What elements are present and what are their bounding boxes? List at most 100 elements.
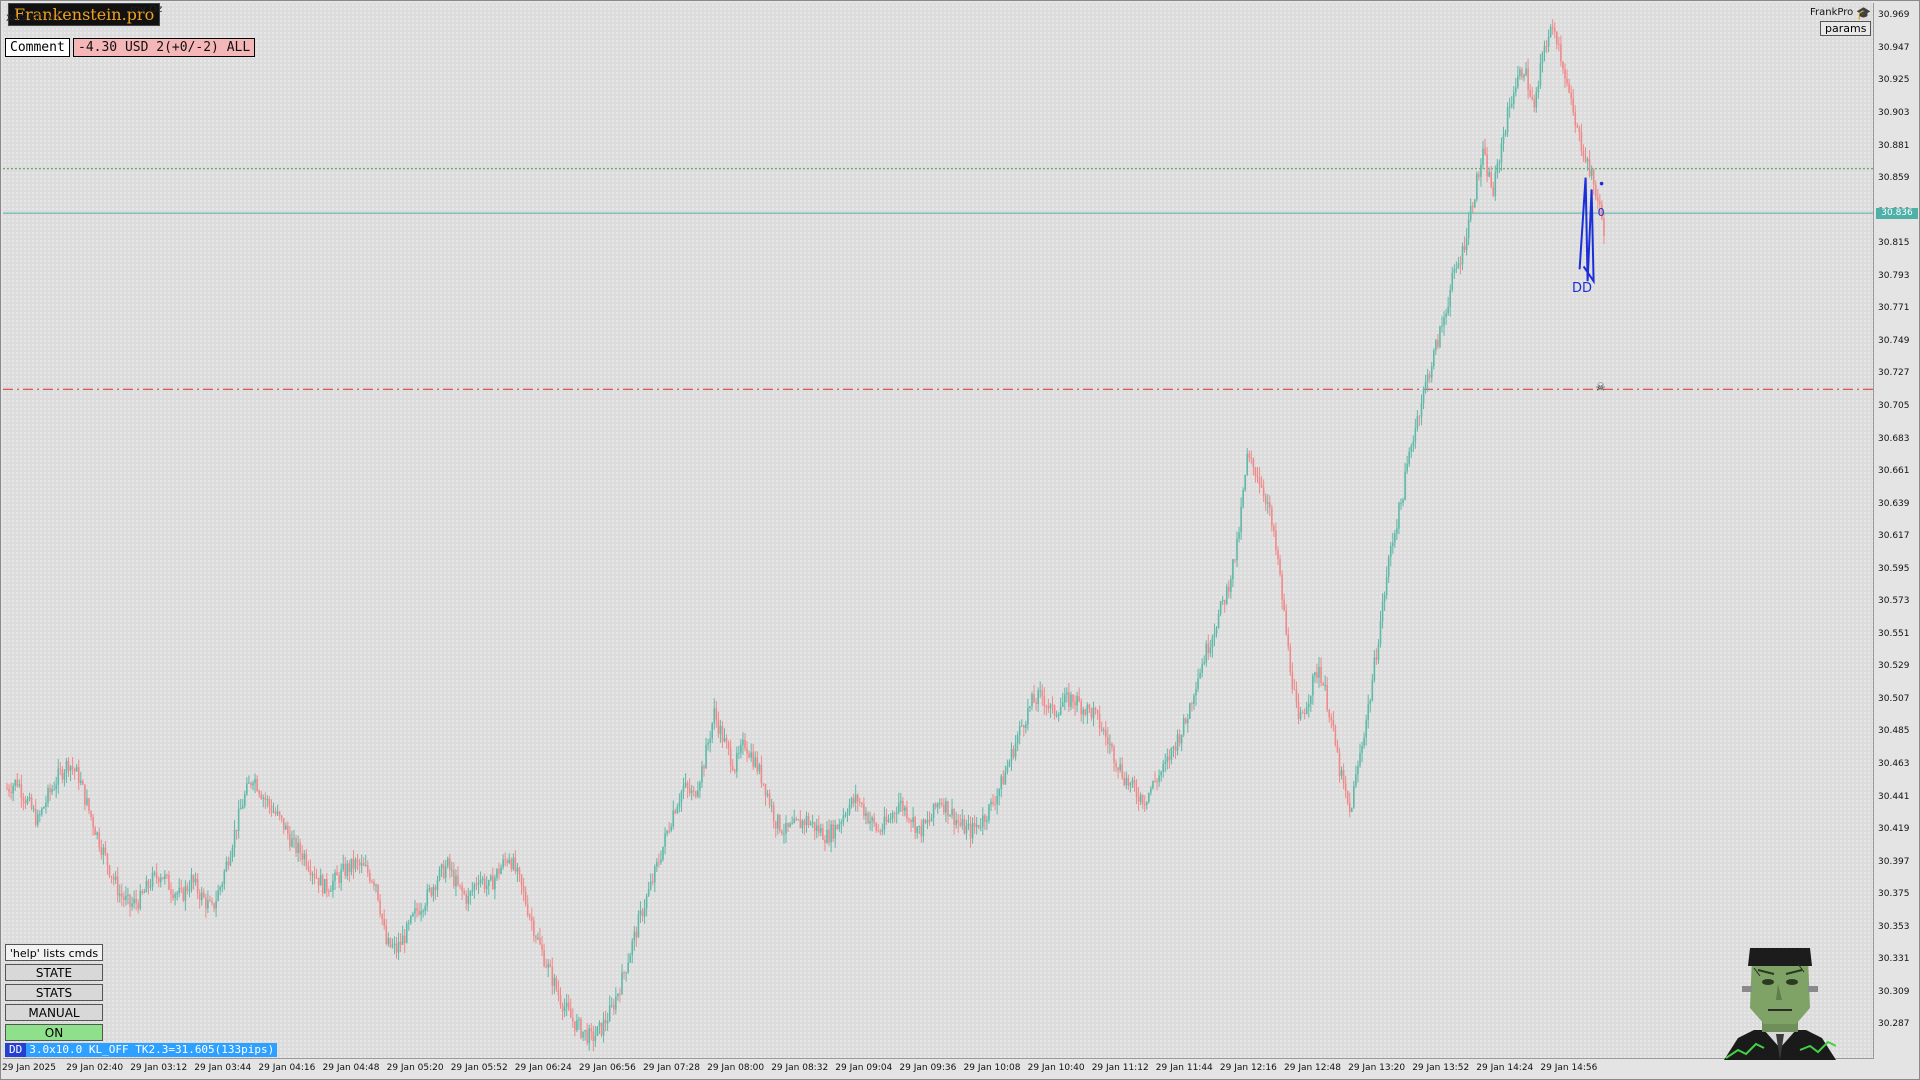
price-tick-label: 30.485 [1878, 726, 1910, 737]
time-tick-label: 29 Jan 14:56 [1540, 1063, 1598, 1073]
price-tick-label: 30.617 [1878, 531, 1910, 542]
candle-body [215, 900, 217, 909]
candle-body [192, 875, 195, 883]
candle-body [1430, 366, 1433, 378]
candle-body [746, 748, 748, 754]
candle-body [555, 977, 558, 990]
candle-body [96, 832, 98, 836]
candle-body [1560, 44, 1562, 62]
candle-body [856, 794, 859, 802]
candle-body [1107, 736, 1109, 745]
candle-body [1066, 692, 1068, 695]
manual-button[interactable]: MANUAL [5, 1004, 103, 1021]
candle-body [1176, 734, 1179, 751]
candle-body [662, 846, 664, 860]
price-tick-label: 30.309 [1878, 986, 1910, 997]
candle-body [118, 893, 121, 896]
time-tick-label: 29 Jan 03:12 [130, 1063, 188, 1073]
candle-body [930, 817, 933, 822]
candle-body [449, 858, 451, 870]
params-button[interactable]: params [1820, 21, 1872, 36]
candle-body [252, 783, 254, 786]
pnl-summary: -4.30 USD 2(+0/-2) ALL [73, 38, 256, 57]
candle-body [1459, 263, 1462, 265]
candle-body [1139, 794, 1142, 802]
candle-body [211, 900, 213, 904]
candle-body [63, 773, 66, 780]
price-tick-label: 30.859 [1878, 173, 1910, 184]
candle-body [1115, 762, 1117, 768]
candle-body [633, 931, 636, 941]
candle-body [1506, 107, 1509, 133]
candle-body [1543, 46, 1546, 53]
candle-body [1566, 78, 1568, 84]
candle-body [516, 867, 519, 872]
time-tick-label: 29 Jan 2025 [2, 1063, 56, 1073]
candle-body [686, 783, 689, 789]
candle-body [1437, 340, 1439, 347]
candle-body [863, 804, 865, 816]
candle-body [660, 859, 662, 863]
candle-body [1447, 306, 1449, 314]
candle-body [225, 861, 228, 872]
chart-area[interactable]: 0 ☠ [3, 3, 1874, 1059]
candle-body [1463, 246, 1466, 251]
candle-body [1125, 777, 1128, 786]
candle-body [381, 913, 383, 920]
candle-body [637, 915, 640, 938]
candle-body [887, 819, 890, 822]
candle-body [963, 819, 966, 834]
candle-body [1271, 508, 1273, 527]
candle-body [543, 950, 545, 967]
candle-body [264, 797, 267, 800]
price-tick-label: 30.419 [1878, 824, 1910, 835]
candle-body [982, 815, 984, 828]
candle-body [949, 815, 951, 817]
candle-body [834, 824, 836, 839]
on-toggle-button[interactable]: ON [5, 1024, 103, 1041]
candle-body [373, 881, 375, 886]
candle-body [1453, 269, 1456, 273]
candle-body [1160, 771, 1162, 776]
candle-body [787, 822, 789, 827]
candle-body [1435, 340, 1437, 351]
candle-body [114, 876, 117, 880]
candle-body [537, 937, 539, 939]
stats-button[interactable]: STATS [5, 984, 103, 1001]
candle-body [754, 757, 757, 767]
candle-body [16, 779, 19, 787]
candle-body [801, 820, 804, 829]
candle-body [891, 813, 894, 819]
candle-body [848, 804, 851, 814]
candle-body [1273, 526, 1275, 531]
candle-body [1592, 169, 1595, 185]
candle-body [457, 875, 459, 885]
candle-body [1590, 169, 1593, 177]
candle-body [47, 788, 49, 803]
candle-body [293, 838, 295, 840]
candle-body [631, 940, 634, 955]
price-tick-label: 30.375 [1878, 889, 1910, 900]
candle-body [824, 839, 826, 843]
candle-body [326, 878, 328, 892]
candle-body [557, 989, 560, 996]
price-tick-label: 30.551 [1878, 628, 1910, 639]
candle-body [1135, 787, 1138, 797]
candle-body [1299, 712, 1302, 720]
candle-body [1492, 186, 1495, 196]
candle-body [684, 783, 687, 786]
candle-body [1225, 586, 1228, 604]
price-chart[interactable]: 0☠ [3, 3, 1873, 1058]
candle-body [367, 864, 369, 873]
candle-body [1408, 451, 1410, 464]
candle-body [1086, 704, 1089, 715]
candle-body [1047, 706, 1050, 709]
candle-body [467, 895, 470, 904]
state-button[interactable]: STATE [5, 964, 103, 981]
candle-body [1217, 613, 1220, 629]
candle-body [676, 806, 679, 814]
candle-body [551, 966, 554, 986]
candle-body [692, 790, 695, 792]
candle-body [256, 778, 258, 791]
candle-body [625, 972, 627, 974]
